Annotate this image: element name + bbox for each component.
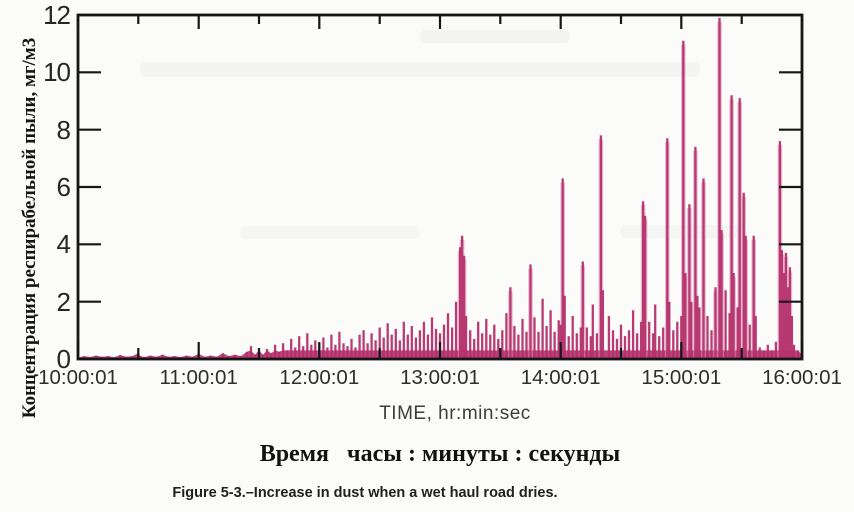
y-tick-label: 8	[56, 114, 71, 145]
x-tick-label: 16:00:01	[762, 366, 842, 389]
x-tick-label: 11:00:01	[159, 366, 238, 389]
x-tick-label: 13:00:01	[400, 366, 480, 389]
y-tick-label: 10	[43, 57, 71, 88]
x-tick-label: 15:00:01	[641, 366, 722, 389]
y-tick-label: 12	[43, 0, 71, 30]
x-axis-title-en: TIME, hr:min:sec	[379, 403, 531, 424]
y-tick-label: 6	[56, 172, 71, 202]
y-tick-label: 4	[56, 229, 71, 260]
y-tick-label: 0	[56, 344, 71, 374]
figure-caption: Figure 5-3.–Increase in dust when a wet …	[172, 485, 558, 501]
y-tick-label: 2	[56, 286, 71, 317]
x-tick-label: 14:00:01	[520, 366, 601, 389]
y-axis-title: Концентрация респирабельной пыли, мг/м3	[19, 37, 40, 419]
x-axis-title-ru: Время часы : минуты : секунды	[259, 441, 621, 467]
x-tick-label: 12:00:01	[279, 366, 360, 389]
x-tick-label: 10:00:01	[38, 366, 118, 389]
